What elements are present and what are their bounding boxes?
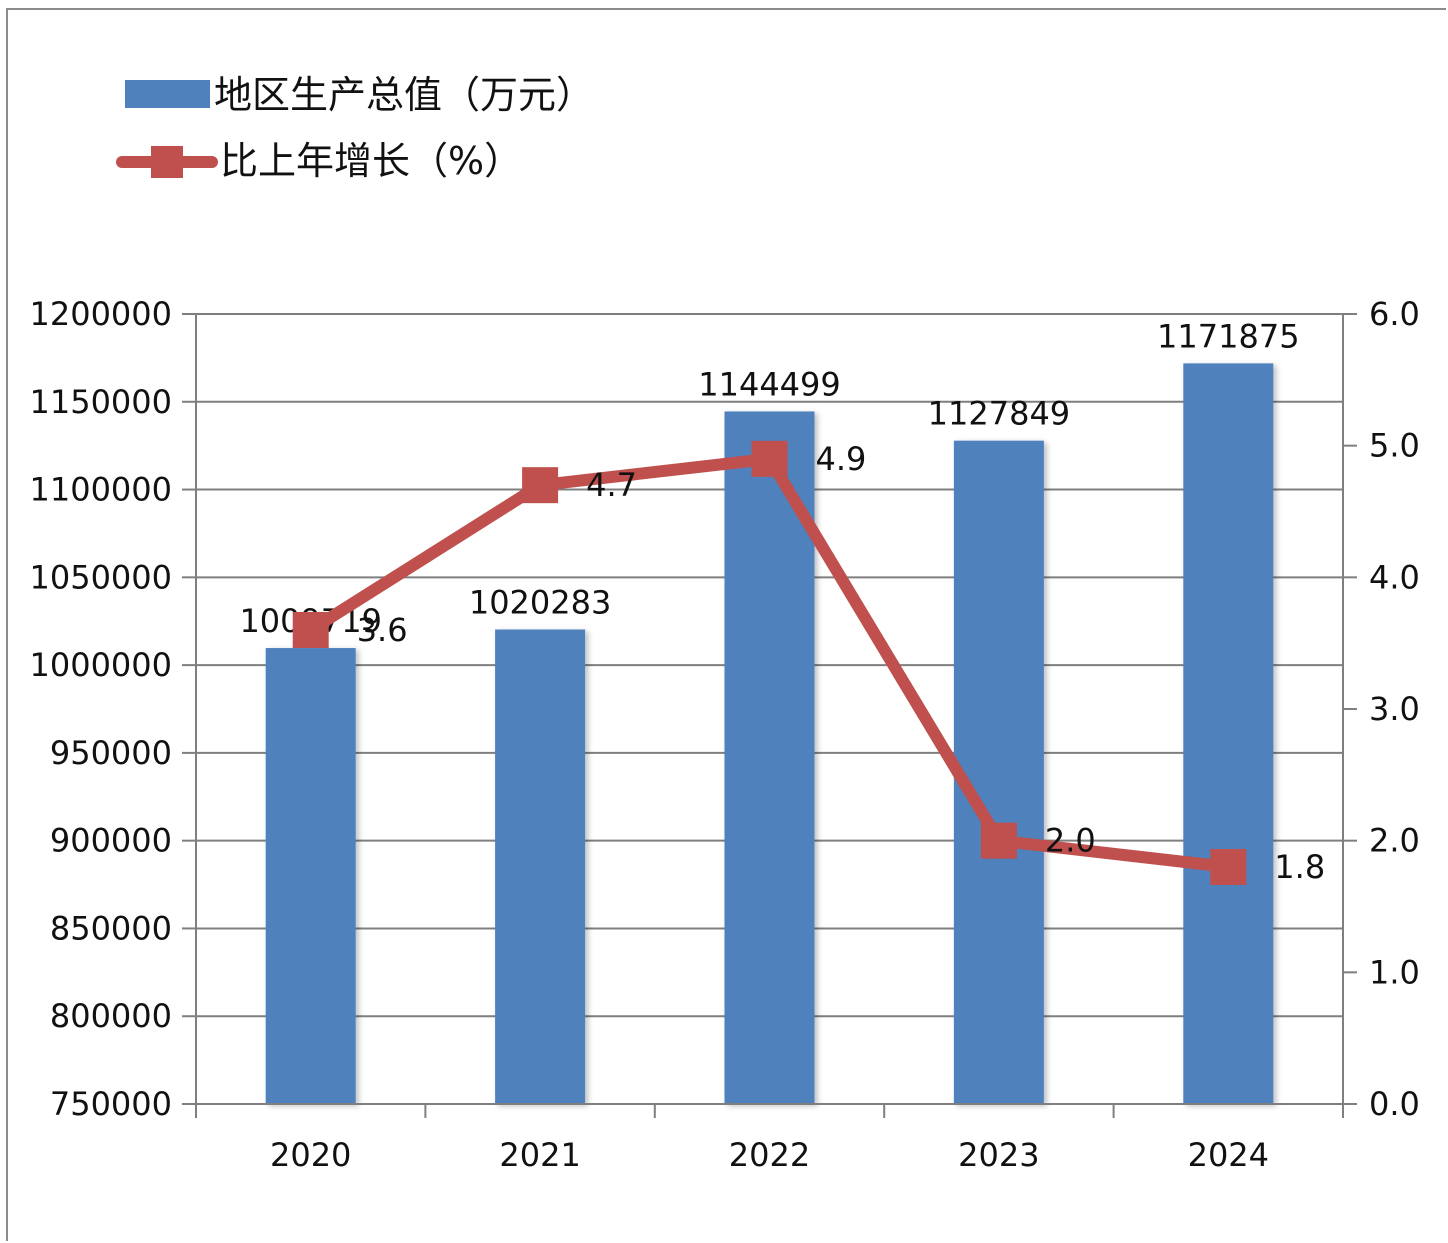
line-marker [292, 612, 329, 648]
line-value-label: 2.0 [1045, 822, 1096, 860]
right-y-axis-labels: 0.0 1.0 2.0 3.0 4.0 5.0 6.0 [1369, 295, 1420, 1123]
left-tick-label: 850000 [50, 909, 172, 947]
bar-value-label: 1127849 [928, 395, 1071, 433]
legend-item-line: 比上年增长（%） [116, 139, 522, 183]
bar-value-label: 1171875 [1157, 317, 1300, 355]
bar-data-labels: 10097191020283114449911278491171875 [239, 317, 1299, 640]
legend-marker-swatch [151, 146, 183, 178]
line-value-label: 4.7 [586, 466, 637, 504]
x-axis-labels: 2020 2021 2022 2023 2024 [270, 1136, 1269, 1174]
line-marker [980, 822, 1017, 859]
right-tick-label: 6.0 [1369, 295, 1420, 333]
legend-swatch-bar [125, 80, 210, 108]
left-y-axis-labels: 750000 800000 850000 900000 950000 1000000 105… [29, 295, 172, 1123]
left-tick-label: 1100000 [29, 471, 172, 509]
left-tick-label: 1050000 [29, 558, 172, 596]
left-tick-label: 900000 [50, 822, 172, 860]
left-tick-label: 1200000 [29, 295, 172, 333]
x-tick-label: 2022 [729, 1136, 810, 1174]
legend: 地区生产总值（万元） 比上年增长（%） [116, 73, 594, 183]
left-tick-label: 1000000 [29, 646, 172, 684]
left-tick-label: 800000 [50, 997, 172, 1035]
right-tick-label: 2.0 [1369, 822, 1420, 860]
line-marker [1210, 849, 1247, 885]
left-tick-label: 750000 [50, 1085, 172, 1123]
axes [182, 313, 1357, 1118]
x-tick-label: 2023 [958, 1136, 1039, 1174]
bar-value-label: 1144499 [698, 365, 841, 403]
line-marker [522, 467, 559, 504]
bar [724, 411, 815, 1105]
line-value-label: 4.9 [816, 440, 867, 478]
right-tick-label: 5.0 [1369, 427, 1420, 465]
bar [953, 440, 1044, 1104]
bar [495, 629, 586, 1104]
x-tick-label: 2024 [1188, 1136, 1269, 1174]
legend-label-bar: 地区生产总值（万元） [214, 73, 594, 117]
line-data-labels: 3.6 4.7 4.9 2.0 1.8 [357, 440, 1325, 886]
x-tick-label: 2021 [499, 1136, 580, 1174]
line-value-label: 1.8 [1274, 848, 1325, 886]
line-value-label: 3.6 [357, 611, 408, 649]
right-tick-label: 1.0 [1369, 953, 1420, 991]
x-tick-label: 2020 [270, 1136, 351, 1174]
line-marker [751, 440, 788, 477]
bar-value-label: 1020283 [469, 584, 612, 622]
left-tick-label: 950000 [50, 734, 172, 772]
line-series [292, 440, 1247, 885]
chart-frame [6, 8, 1446, 1241]
bar-series [265, 363, 1274, 1105]
right-tick-label: 0.0 [1369, 1085, 1420, 1123]
left-tick-label: 1150000 [29, 383, 172, 421]
legend-item-bar: 地区生产总值（万元） [125, 73, 594, 117]
legend-label-line: 比上年增长（%） [220, 139, 522, 183]
bar [1183, 363, 1274, 1104]
bar [265, 648, 356, 1104]
right-tick-label: 4.0 [1369, 558, 1420, 596]
right-tick-label: 3.0 [1369, 690, 1420, 728]
